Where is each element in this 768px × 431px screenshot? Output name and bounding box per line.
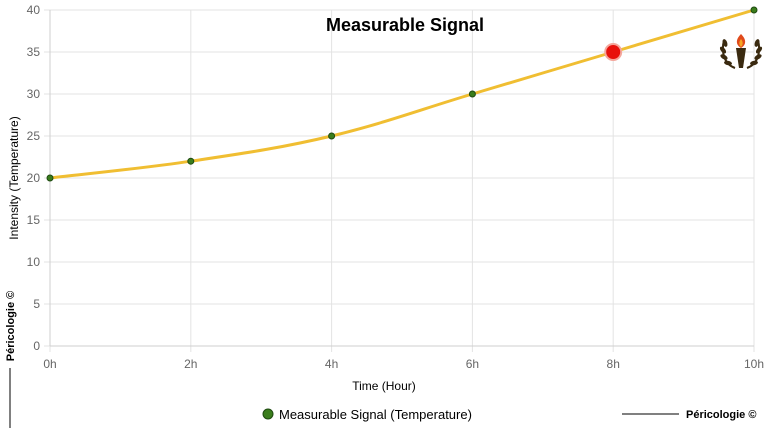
x-tick-label: 2h (184, 357, 197, 371)
y-tick-label: 0 (33, 339, 40, 353)
data-point[interactable] (468, 90, 476, 98)
y-tick-label: 5 (33, 297, 40, 311)
data-point[interactable] (187, 157, 195, 165)
x-tick-label: 4h (325, 357, 338, 371)
x-axis-ticks: 0h 2h 4h 6h 8h 10h (43, 357, 764, 371)
y-tick-label: 25 (27, 129, 41, 143)
torch-laurel-icon (719, 34, 763, 69)
y-tick-label: 40 (27, 3, 41, 17)
y-tick-label: 20 (27, 171, 41, 185)
data-point[interactable] (328, 132, 336, 140)
watermark-left: Péricologie © (5, 291, 17, 361)
y-axis-ticks: 0 5 10 15 20 25 30 35 40 (27, 3, 41, 353)
x-tick-label: 6h (466, 357, 479, 371)
y-tick-label: 30 (27, 87, 41, 101)
data-point[interactable] (46, 174, 54, 182)
legend-marker[interactable] (262, 408, 274, 420)
highlighted-data-point[interactable] (604, 43, 623, 61)
grid (44, 9, 755, 352)
x-tick-label: 8h (607, 357, 620, 371)
chart-title: Measurable Signal (326, 15, 484, 35)
data-point[interactable] (750, 6, 758, 14)
x-tick-label: 0h (43, 357, 56, 371)
legend-label[interactable]: Measurable Signal (Temperature) (279, 407, 472, 422)
y-tick-label: 35 (27, 45, 41, 59)
series-line (49, 8, 755, 180)
series (46, 6, 758, 182)
y-axis-title: Intensity (Temperature) (7, 116, 21, 239)
watermark-bottom-right: Péricologie © (686, 409, 756, 421)
y-tick-label: 15 (27, 213, 41, 227)
x-axis-title: Time (Hour) (352, 379, 416, 393)
y-tick-label: 10 (27, 255, 41, 269)
x-tick-label: 10h (744, 357, 764, 371)
